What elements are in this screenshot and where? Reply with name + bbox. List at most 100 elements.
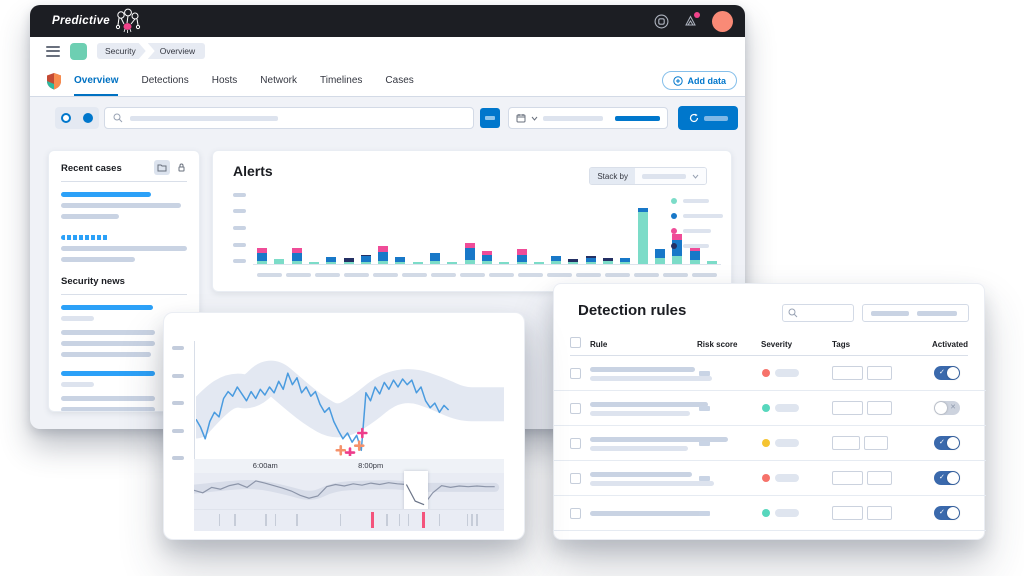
skeleton-line — [61, 214, 119, 219]
notifications-icon[interactable] — [683, 11, 700, 29]
search-placeholder-skeleton — [130, 115, 278, 121]
rule-desc-skeleton — [590, 446, 688, 451]
activated-toggle[interactable]: ✓ — [934, 506, 960, 520]
row-checkbox[interactable] — [570, 368, 581, 379]
tag-badge[interactable] — [867, 401, 892, 415]
folder-open-icon[interactable] — [154, 160, 170, 175]
tab-overview[interactable]: Overview — [74, 65, 119, 96]
x-axis-tick-skeleton — [257, 273, 282, 277]
event-tick — [466, 514, 469, 526]
legend-dot — [671, 213, 677, 219]
recent-cases-title: Recent cases — [61, 163, 122, 174]
activated-toggle[interactable]: ✓ — [934, 471, 960, 485]
tag-badge[interactable] — [864, 436, 888, 450]
search-icon — [788, 308, 798, 318]
folder-lock-icon[interactable] — [173, 160, 189, 175]
tag-badge[interactable] — [832, 436, 860, 450]
radio-on-icon[interactable] — [83, 113, 93, 123]
event-tick — [398, 514, 401, 526]
bar-segment — [291, 253, 302, 261]
tag-badge[interactable] — [832, 401, 863, 415]
bar-segment — [516, 249, 527, 255]
tag-badge[interactable] — [867, 366, 892, 380]
bar-segment — [568, 262, 579, 264]
tag-badge[interactable] — [867, 506, 892, 520]
tag-badge[interactable] — [832, 506, 863, 520]
row-checkbox[interactable] — [570, 473, 581, 484]
rule-row[interactable]: ✓ — [554, 356, 986, 391]
recent-cases-actions — [154, 160, 189, 175]
bar-segment — [672, 256, 683, 264]
column-header-activated: Activated — [931, 340, 968, 349]
bar-segment — [291, 248, 302, 253]
tag-badge[interactable] — [867, 471, 892, 485]
avatar[interactable] — [712, 10, 733, 32]
search-input[interactable] — [104, 107, 474, 129]
detection-rules-card: Detection rules Rule Risk score Severity Ta… — [553, 283, 986, 540]
tab-network[interactable]: Network — [260, 75, 297, 86]
rule-row[interactable]: ✓ — [554, 426, 986, 461]
activated-toggle[interactable]: ✕ — [934, 401, 960, 415]
bar-segment — [343, 258, 354, 262]
bar-segment — [343, 262, 354, 264]
help-icon[interactable] — [654, 14, 669, 29]
x-axis-tick-skeleton — [286, 273, 311, 277]
add-data-button[interactable]: Add data — [662, 71, 737, 90]
row-checkbox[interactable] — [570, 438, 581, 449]
rule-row[interactable]: ✓ — [554, 496, 986, 531]
stack-by-select[interactable]: Stack by — [589, 167, 707, 185]
check-icon: ✓ — [939, 509, 945, 516]
radio-off-icon[interactable] — [61, 113, 71, 123]
activated-toggle[interactable]: ✓ — [934, 436, 960, 450]
activated-toggle[interactable]: ✓ — [934, 366, 960, 380]
bar-segment — [689, 251, 700, 260]
x-axis-tick-skeleton — [605, 273, 630, 277]
bar-segment — [430, 253, 440, 261]
menu-icon[interactable] — [46, 45, 60, 57]
top-navigation-bar: Predictive — [30, 5, 745, 37]
legend-item — [671, 243, 709, 249]
x-axis-tick-skeleton — [518, 273, 543, 277]
breadcrumb-item-security[interactable]: Security — [97, 43, 146, 59]
rule-row[interactable]: ✓ — [554, 461, 986, 496]
alerts-title: Alerts — [233, 163, 273, 179]
refresh-icon — [689, 113, 698, 123]
app-logo: Predictive — [52, 15, 110, 27]
bar-segment — [326, 262, 337, 264]
divider — [61, 294, 187, 295]
tab-cases[interactable]: Cases — [385, 75, 414, 86]
stack-by-value[interactable] — [635, 168, 706, 184]
row-checkbox[interactable] — [570, 508, 581, 519]
rule-desc-skeleton — [590, 411, 690, 416]
date-range-picker[interactable] — [508, 107, 668, 129]
security-app-icon[interactable] — [70, 42, 87, 60]
notification-dot — [694, 11, 700, 18]
query-mode-toggle[interactable] — [55, 107, 99, 129]
time-axis-strip: 6:00am 8:00pm — [194, 459, 504, 473]
bar-segment — [620, 262, 631, 264]
octopus-doodle-icon — [115, 8, 141, 33]
tab-timelines[interactable]: Timelines — [319, 75, 363, 86]
bar-segment — [481, 255, 492, 261]
bar-segment — [516, 262, 527, 264]
bar-segment — [654, 249, 665, 258]
row-checkbox[interactable] — [570, 403, 581, 414]
select-all-checkbox[interactable] — [570, 337, 581, 348]
tab-hosts[interactable]: Hosts — [211, 75, 238, 86]
rules-search-input[interactable] — [782, 304, 854, 322]
tag-badge[interactable] — [832, 471, 863, 485]
overview-mini-chart[interactable] — [194, 471, 504, 511]
refresh-button[interactable] — [678, 106, 738, 130]
x-axis-tick-skeleton — [576, 273, 601, 277]
rules-filter-control[interactable] — [862, 304, 969, 322]
breadcrumb-item-overview[interactable]: Overview — [147, 43, 206, 59]
rule-row[interactable]: ✕ — [554, 391, 986, 426]
tab-detections[interactable]: Detections — [141, 75, 189, 86]
mini-line-chart — [194, 480, 500, 506]
saved-query-button[interactable] — [480, 108, 500, 128]
bar-segment — [360, 255, 371, 256]
skeleton-line — [61, 246, 187, 251]
bar-segment — [412, 262, 423, 264]
chevron-down-icon — [692, 174, 699, 179]
tag-badge[interactable] — [832, 366, 863, 380]
